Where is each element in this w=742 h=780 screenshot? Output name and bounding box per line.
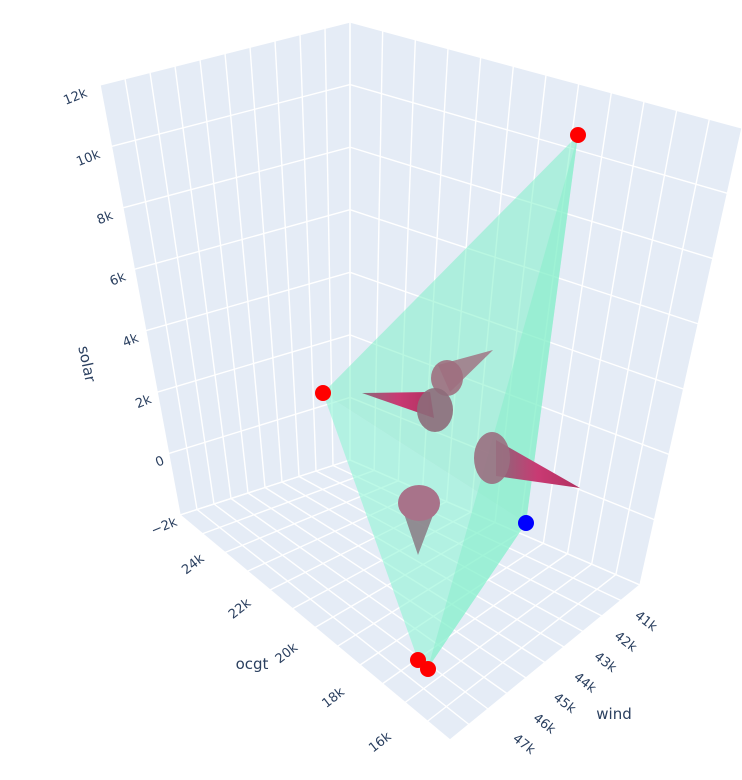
grid-line-wind bbox=[179, 459, 351, 516]
wind-tick-label: 45k bbox=[550, 690, 579, 717]
ocgt-tick-label: 20k bbox=[273, 640, 302, 667]
back-left-wall bbox=[100, 22, 350, 515]
grid-line-ocgt bbox=[199, 59, 249, 494]
ocgt-tick-label: 24k bbox=[179, 551, 208, 578]
hull-face-right bbox=[428, 135, 578, 668]
solar-tick-label: 4k bbox=[121, 331, 142, 351]
cone-top bbox=[431, 350, 493, 396]
ocgt-tick-label: 18k bbox=[320, 685, 349, 712]
solar-axis-title: solar bbox=[74, 344, 99, 384]
ocgt-tick-label: 22k bbox=[226, 596, 255, 623]
grid-line-wind bbox=[449, 584, 641, 741]
wind-axis-title: wind bbox=[596, 705, 631, 723]
cones bbox=[362, 350, 580, 555]
solar-tick-label: 8k bbox=[95, 208, 116, 228]
solar-tick-label: 2k bbox=[134, 392, 155, 412]
grid-line-wind bbox=[639, 127, 742, 586]
solar-tick-label: 0 bbox=[153, 454, 166, 471]
vertex-point[interactable] bbox=[420, 661, 436, 677]
grid-line-wind bbox=[202, 469, 375, 535]
ocgt-tick-label: 16k bbox=[366, 729, 395, 756]
cone-bottom bbox=[398, 485, 440, 555]
solar-tick-label: −2k bbox=[149, 515, 180, 539]
grid-line-wind bbox=[615, 119, 711, 575]
solar-tick-label: 10k bbox=[74, 147, 102, 170]
hull-face-back bbox=[323, 135, 578, 523]
optimum-point[interactable] bbox=[518, 515, 534, 531]
wind-tick-label: 43k bbox=[591, 649, 620, 676]
wind-tick-label: 44k bbox=[571, 670, 600, 697]
wind-tick-label: 46k bbox=[530, 711, 559, 738]
grid-line-ocgt bbox=[224, 53, 266, 488]
points bbox=[315, 127, 586, 677]
grid-line-ocgt bbox=[124, 78, 198, 510]
solar-tick-label: 6k bbox=[108, 269, 129, 289]
cone-right bbox=[474, 432, 580, 488]
grid-line-ocgt bbox=[274, 40, 300, 477]
grid-line-ocgt bbox=[99, 84, 181, 516]
grid-line-wind bbox=[404, 563, 593, 704]
vertex-point[interactable] bbox=[315, 385, 331, 401]
grid-line-ocgt bbox=[149, 72, 215, 505]
grid-line-wind bbox=[590, 110, 678, 565]
cone-left bbox=[362, 388, 453, 432]
grid-line-ocgt bbox=[249, 47, 283, 483]
solar-tick-label: 12k bbox=[62, 86, 90, 109]
wind-tick-label: 41k bbox=[632, 608, 661, 635]
grid-line-ocgt bbox=[174, 66, 232, 499]
grid-line-ocgt bbox=[299, 34, 317, 472]
wind-tick-label: 47k bbox=[510, 731, 539, 758]
vertex-point[interactable] bbox=[570, 127, 586, 143]
wind-tick-label: 42k bbox=[611, 629, 640, 656]
grid-line-wind bbox=[542, 92, 613, 544]
ocgt-axis-title: ocgt bbox=[236, 655, 269, 673]
grid-line-wind bbox=[427, 574, 617, 722]
grid-line-wind bbox=[566, 101, 645, 554]
